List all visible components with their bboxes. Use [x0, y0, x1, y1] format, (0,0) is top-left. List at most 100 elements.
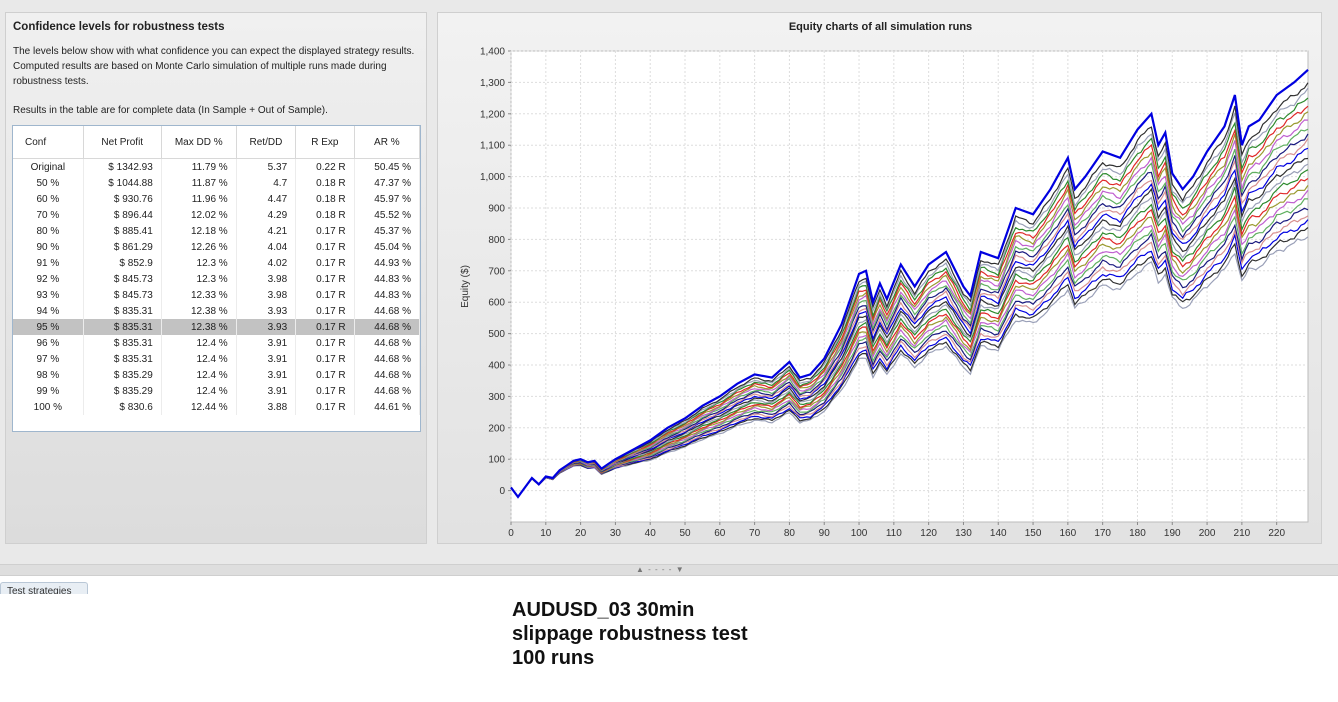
table-cell: $ 835.31	[83, 335, 162, 351]
splitter-handle[interactable]: ▲ - - - - ▼	[636, 565, 685, 574]
table-cell: 0.17 R	[295, 383, 355, 399]
table-body: Original $ 1342.93 11.79 % 5.37 0.22 R 50.45 …	[13, 158, 421, 415]
table-cell: $ 845.73	[83, 287, 162, 303]
table-row[interactable]: 80 % $ 885.41 12.18 % 4.21 0.17 R 45.37 %	[13, 223, 421, 239]
confidence-levels-panel: Confidence levels for robustness tests T…	[5, 12, 427, 544]
table-cell: 0.17 R	[295, 351, 355, 367]
table-cell: 60 %	[13, 191, 84, 207]
table-row[interactable]: 93 % $ 845.73 12.33 % 3.98 0.17 R 44.83 %	[13, 287, 421, 303]
y-tick-label: 1,100	[480, 141, 505, 152]
table-cell: 12.18 %	[161, 223, 237, 239]
table-cell: 12.33 %	[161, 287, 237, 303]
table-row[interactable]: 60 % $ 930.76 11.96 % 4.47 0.18 R 45.97 %	[13, 191, 421, 207]
tab-test-strategies[interactable]: Test strategies	[0, 582, 88, 594]
x-tick-label: 170	[1094, 528, 1111, 539]
y-tick-label: 400	[488, 361, 505, 372]
confidence-table-container[interactable]: Conf Net Profit Max DD % Ret/DD R Exp AR % Or…	[12, 125, 421, 432]
table-row[interactable]: 97 % $ 835.31 12.4 % 3.91 0.17 R 44.68 %	[13, 351, 421, 367]
simulation-run-line	[510, 207, 1309, 498]
simulation-run-line	[510, 163, 1309, 498]
table-cell: $ 852.9	[83, 255, 162, 271]
simulation-run-line	[510, 157, 1309, 498]
chart-title: Equity charts of all simulation runs	[788, 21, 973, 33]
y-axis-label: Equity ($)	[460, 265, 471, 308]
x-tick-label: 100	[851, 528, 868, 539]
table-row[interactable]: 91 % $ 852.9 12.3 % 4.02 0.17 R 44.93 %	[13, 255, 421, 271]
x-tick-label: 10	[540, 528, 552, 539]
table-row[interactable]: Original $ 1342.93 11.79 % 5.37 0.22 R 50.45 …	[13, 158, 421, 175]
x-tick-label: 0	[508, 528, 514, 539]
simulation-run-line	[510, 219, 1309, 498]
table-row[interactable]: 70 % $ 896.44 12.02 % 4.29 0.18 R 45.52 %	[13, 207, 421, 223]
table-cell: 0.17 R	[295, 223, 355, 239]
x-tick-label: 200	[1199, 528, 1216, 539]
table-cell: $ 830.6	[83, 399, 162, 415]
table-cell: $ 896.44	[83, 207, 162, 223]
table-cell: 98 %	[13, 367, 84, 383]
table-cell: 44.68 %	[354, 383, 421, 399]
column-header[interactable]: Max DD %	[161, 126, 237, 159]
simulation-run-line	[510, 189, 1309, 498]
table-cell: 100 %	[13, 399, 84, 415]
table-cell: $ 835.29	[83, 383, 162, 399]
table-row[interactable]: 50 % $ 1044.88 11.87 % 4.7 0.18 R 47.37 %	[13, 175, 421, 191]
y-tick-label: 1,200	[480, 109, 505, 120]
caption-line-1: AUDUSD_03 30min	[512, 599, 695, 621]
original-run-line	[510, 68, 1309, 499]
table-cell: 11.79 %	[161, 158, 237, 175]
table-cell: 0.17 R	[295, 319, 355, 335]
x-tick-label: 160	[1060, 528, 1077, 539]
table-cell: 70 %	[13, 207, 84, 223]
table-cell: 50 %	[13, 175, 84, 191]
table-cell: Original	[13, 158, 84, 175]
table-cell: $ 885.41	[83, 223, 162, 239]
table-cell: 11.96 %	[161, 191, 237, 207]
table-cell: 3.93	[236, 319, 297, 335]
table-cell: 3.98	[236, 287, 297, 303]
column-header[interactable]: R Exp	[295, 126, 355, 159]
table-cell: 11.87 %	[161, 175, 237, 191]
table-cell: 12.4 %	[161, 367, 237, 383]
table-cell: 80 %	[13, 223, 84, 239]
table-row[interactable]: 96 % $ 835.31 12.4 % 3.91 0.17 R 44.68 %	[13, 335, 421, 351]
table-cell: $ 861.29	[83, 239, 162, 255]
table-row[interactable]: 90 % $ 861.29 12.26 % 4.04 0.17 R 45.04 %	[13, 239, 421, 255]
caption: AUDUSD_03 30min slippage robustness test…	[512, 598, 748, 670]
y-tick-label: 100	[488, 455, 505, 466]
table-cell: 0.17 R	[295, 335, 355, 351]
x-tick-label: 70	[749, 528, 761, 539]
x-tick-label: 210	[1234, 528, 1251, 539]
table-cell: 3.93	[236, 303, 297, 319]
table-row[interactable]: 94 % $ 835.31 12.38 % 3.93 0.17 R 44.68 %	[13, 303, 421, 319]
column-header[interactable]: AR %	[354, 126, 421, 159]
table-cell: 4.47	[236, 191, 297, 207]
table-cell: 3.91	[236, 335, 297, 351]
table-row[interactable]: 95 % $ 835.31 12.38 % 3.93 0.17 R 44.68 %	[13, 319, 421, 335]
table-cell: $ 835.31	[83, 303, 162, 319]
table-cell: 0.18 R	[295, 175, 355, 191]
table-cell: 12.38 %	[161, 303, 237, 319]
table-cell: 12.4 %	[161, 335, 237, 351]
table-cell: 12.3 %	[161, 271, 237, 287]
caption-line-2: slippage robustness test	[512, 623, 748, 645]
table-cell: 97 %	[13, 351, 84, 367]
table-row[interactable]: 99 % $ 835.29 12.4 % 3.91 0.17 R 44.68 %	[13, 383, 421, 399]
column-header[interactable]: Conf	[13, 126, 84, 159]
table-row[interactable]: 98 % $ 835.29 12.4 % 3.91 0.17 R 44.68 %	[13, 367, 421, 383]
caption-line-3: 100 runs	[512, 647, 595, 669]
x-tick-label: 50	[679, 528, 691, 539]
table-cell: $ 1342.93	[83, 158, 162, 175]
x-tick-label: 140	[990, 528, 1007, 539]
panel-note: Results in the table are for complete da…	[13, 105, 328, 116]
column-header[interactable]: Net Profit	[83, 126, 162, 159]
column-header[interactable]: Ret/DD	[236, 126, 297, 159]
table-cell: 12.38 %	[161, 319, 237, 335]
y-tick-label: 900	[488, 204, 505, 215]
table-row[interactable]: 100 % $ 830.6 12.44 % 3.88 0.17 R 44.61 %	[13, 399, 421, 415]
table-row[interactable]: 92 % $ 845.73 12.3 % 3.98 0.17 R 44.83 %	[13, 271, 421, 287]
table-cell: 44.83 %	[354, 271, 421, 287]
splitter-bar[interactable]: ▲ - - - - ▼	[0, 564, 1338, 576]
table-cell: 99 %	[13, 383, 84, 399]
y-tick-label: 700	[488, 266, 505, 277]
table-cell: 44.93 %	[354, 255, 421, 271]
